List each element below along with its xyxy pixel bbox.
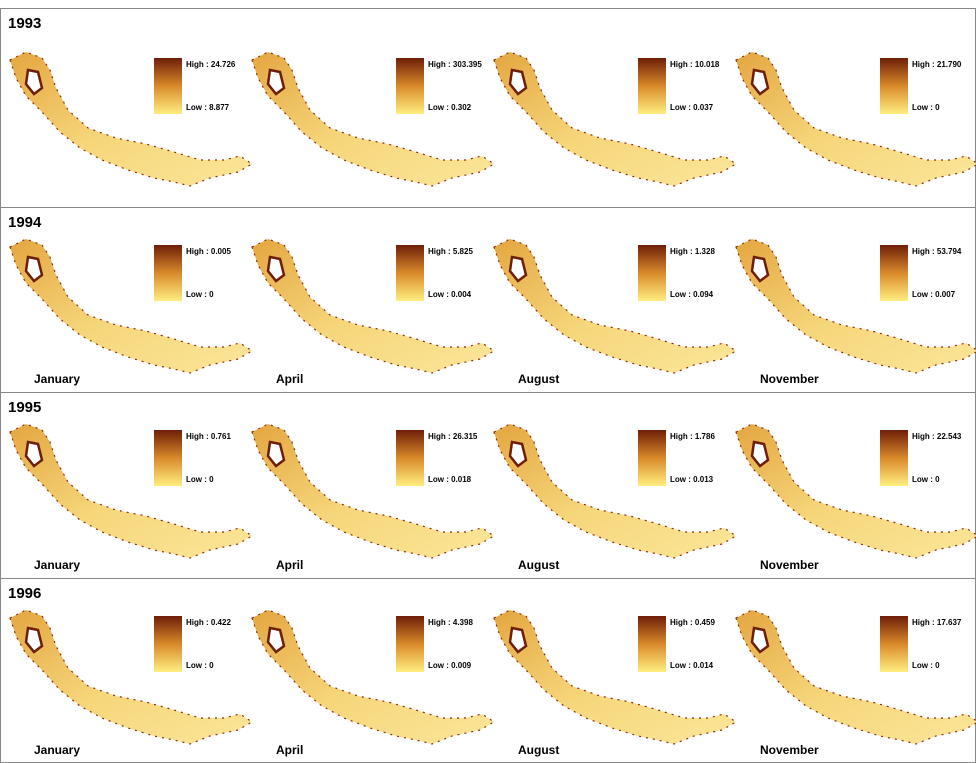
legend-low: Low : 8.877 bbox=[186, 103, 230, 112]
lake-map bbox=[736, 610, 976, 744]
legend-bar bbox=[154, 616, 182, 672]
lake-map bbox=[10, 239, 252, 373]
month-label: April bbox=[276, 372, 303, 386]
frame bbox=[1, 9, 976, 763]
legend-low: Low : 0.014 bbox=[670, 661, 714, 670]
month-label: November bbox=[760, 558, 819, 572]
legend-bar bbox=[880, 58, 908, 114]
year-label: 1996 bbox=[8, 585, 41, 602]
legend-high: High : 21.790 bbox=[912, 60, 962, 69]
legend-low: Low : 0.009 bbox=[428, 661, 472, 670]
lake-map bbox=[10, 52, 252, 186]
legend-low: Low : 0 bbox=[186, 475, 214, 484]
month-label: January bbox=[34, 372, 80, 386]
month-label: August bbox=[518, 372, 559, 386]
legend-bar bbox=[638, 245, 666, 301]
legend-bar bbox=[638, 616, 666, 672]
legend-high: High : 1.328 bbox=[670, 247, 715, 256]
legend-low: Low : 0.013 bbox=[670, 475, 714, 484]
legend-bar bbox=[396, 58, 424, 114]
legend-bar bbox=[396, 245, 424, 301]
legend-high: High : 26.315 bbox=[428, 432, 478, 441]
legend-high: High : 1.786 bbox=[670, 432, 715, 441]
year-label: 1993 bbox=[8, 15, 41, 32]
legend-low: Low : 0 bbox=[186, 290, 214, 299]
month-label: April bbox=[276, 743, 303, 757]
legend-high: High : 17.637 bbox=[912, 618, 962, 627]
legend-bar bbox=[154, 430, 182, 486]
legend-low: Low : 0.094 bbox=[670, 290, 714, 299]
legend-low: Low : 0.302 bbox=[428, 103, 472, 112]
lake-map bbox=[252, 424, 494, 558]
lake-map bbox=[736, 424, 976, 558]
lake-map bbox=[736, 239, 976, 373]
figure: 1993 High : 24.726 Low : 8.877 High : 303.3… bbox=[0, 0, 976, 763]
legend-low: Low : 0 bbox=[912, 103, 940, 112]
month-label: November bbox=[760, 743, 819, 757]
legend-high: High : 4.398 bbox=[428, 618, 473, 627]
legend-high: High : 22.543 bbox=[912, 432, 962, 441]
legend-high: High : 303.395 bbox=[428, 60, 482, 69]
legend-low: Low : 0.018 bbox=[428, 475, 472, 484]
lake-map bbox=[10, 424, 252, 558]
legend-bar bbox=[154, 245, 182, 301]
legend-high: High : 10.018 bbox=[670, 60, 720, 69]
legend-low: Low : 0.007 bbox=[912, 290, 956, 299]
legend-high: High : 0.422 bbox=[186, 618, 231, 627]
legend-bar bbox=[880, 245, 908, 301]
month-label: November bbox=[760, 372, 819, 386]
month-label: January bbox=[34, 743, 80, 757]
year-label: 1994 bbox=[8, 214, 42, 231]
legend-high: High : 24.726 bbox=[186, 60, 236, 69]
legend-bar bbox=[396, 616, 424, 672]
legend-bar bbox=[396, 430, 424, 486]
legend-low: Low : 0 bbox=[912, 475, 940, 484]
legend-high: High : 53.794 bbox=[912, 247, 962, 256]
month-label: August bbox=[518, 743, 559, 757]
year-label: 1995 bbox=[8, 399, 41, 416]
lake-map bbox=[494, 424, 736, 558]
legend-high: High : 0.459 bbox=[670, 618, 715, 627]
legend-low: Low : 0.004 bbox=[428, 290, 472, 299]
legend-bar bbox=[880, 616, 908, 672]
legend-bar bbox=[154, 58, 182, 114]
legend-bar bbox=[638, 430, 666, 486]
lake-map bbox=[494, 239, 736, 373]
month-label: January bbox=[34, 558, 80, 572]
month-label: April bbox=[276, 558, 303, 572]
lake-map bbox=[252, 239, 494, 373]
legend-high: High : 0.005 bbox=[186, 247, 231, 256]
lake-map bbox=[10, 610, 252, 744]
lake-map bbox=[494, 610, 736, 744]
lake-map bbox=[252, 610, 494, 744]
month-label: August bbox=[518, 558, 559, 572]
lake-map bbox=[736, 52, 976, 186]
legend-low: Low : 0 bbox=[186, 661, 214, 670]
lake-map bbox=[494, 52, 736, 186]
legend-high: High : 5.825 bbox=[428, 247, 473, 256]
legend-low: Low : 0 bbox=[912, 661, 940, 670]
legend-bar bbox=[880, 430, 908, 486]
legend-low: Low : 0.037 bbox=[670, 103, 714, 112]
legend-high: High : 0.761 bbox=[186, 432, 231, 441]
legend-bar bbox=[638, 58, 666, 114]
lake-map bbox=[252, 52, 494, 186]
